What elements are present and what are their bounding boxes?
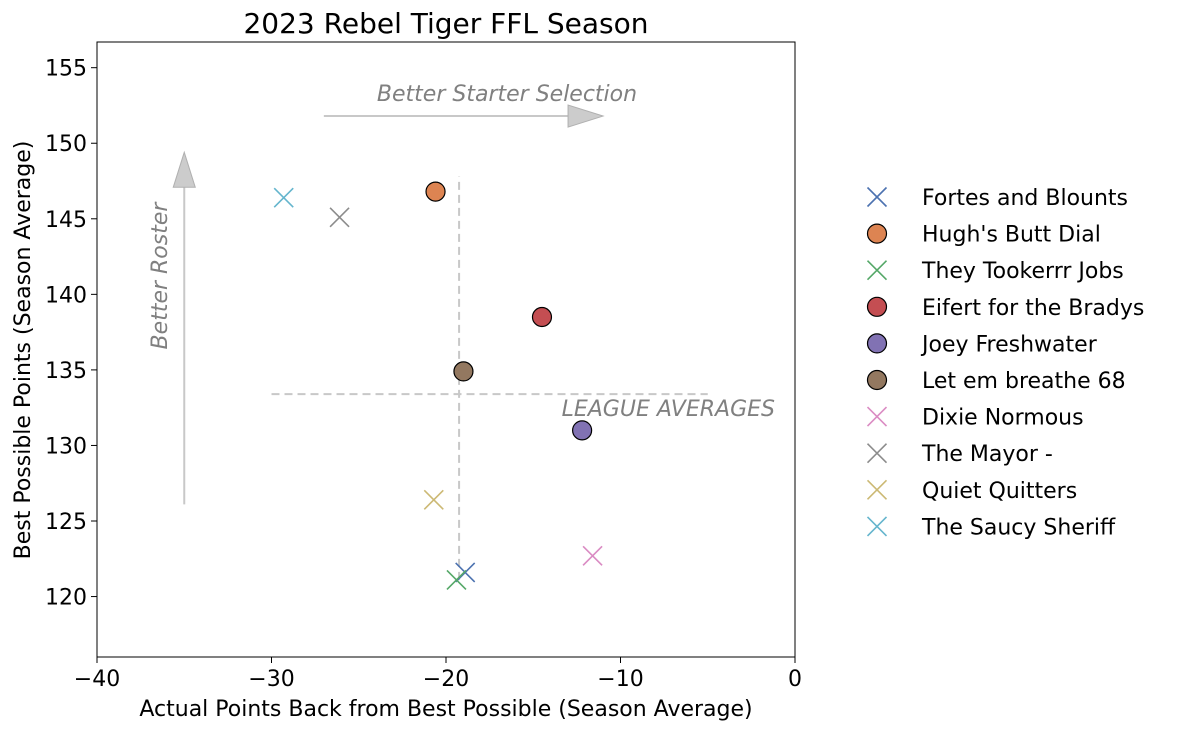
x-marker-stroke	[582, 545, 603, 566]
x-marker-stroke	[423, 489, 444, 510]
y-tick-label: 120	[45, 586, 87, 611]
legend-marker	[866, 223, 888, 244]
legend-marker	[866, 443, 888, 464]
annotation-better-starter: Better Starter Selection	[377, 82, 637, 107]
x-axis-label: Actual Points Back from Best Possible (S…	[139, 697, 752, 722]
legend-label: Quiet Quitters	[922, 479, 1077, 504]
data-point	[329, 207, 350, 228]
legend-label: Fortes and Blounts	[922, 186, 1128, 211]
data-point	[446, 569, 467, 591]
annotation-arrowhead	[172, 150, 196, 188]
legend-label: Hugh's Butt Dial	[922, 223, 1101, 248]
x-tick-label: −20	[423, 667, 469, 692]
x-marker-stroke	[866, 516, 888, 537]
data-point	[572, 420, 593, 441]
x-marker-stroke	[866, 479, 888, 500]
legend-label: Eifert for the Bradys	[922, 296, 1144, 321]
x-tick-label: 0	[788, 667, 802, 692]
x-marker-stroke	[866, 260, 888, 281]
league-averages-label: LEAGUE AVERAGES	[562, 397, 775, 422]
legend-marker	[866, 406, 888, 427]
legend-label: Let em breathe 68	[922, 369, 1126, 394]
legend-marker	[866, 333, 888, 354]
x-marker-stroke	[446, 569, 467, 591]
legend-label: Dixie Normous	[922, 406, 1084, 431]
y-tick-label: 135	[45, 359, 87, 384]
data-point	[425, 181, 446, 202]
legend: Fortes and Blounts Hugh's Butt Dial They T…	[866, 186, 1144, 540]
annotation-arrowhead	[567, 104, 605, 128]
data-point	[455, 562, 476, 583]
annotation-better-roster: Better Roster	[148, 201, 173, 350]
y-axis-label: Best Possible Points (Season Average)	[11, 141, 36, 560]
data-point	[273, 187, 294, 208]
legend-label: Joey Freshwater	[920, 332, 1098, 357]
data-point	[531, 306, 553, 328]
legend-marker	[866, 479, 888, 500]
x-tick-label: −10	[597, 667, 643, 692]
legend-marker	[866, 516, 888, 537]
legend-marker	[866, 369, 888, 391]
legend-marker	[866, 186, 888, 208]
y-tick-label: 130	[45, 434, 87, 459]
x-marker-stroke	[273, 187, 294, 208]
y-tick-label: 155	[45, 57, 87, 82]
x-marker-stroke	[866, 406, 888, 427]
x-tick-label: −30	[248, 667, 294, 692]
y-tick-label: 140	[45, 283, 87, 308]
legend-label: The Mayor -	[921, 442, 1053, 467]
data-point	[423, 489, 444, 510]
x-marker-stroke	[866, 443, 888, 464]
chart-title: 2023 Rebel Tiger FFL Season	[243, 7, 648, 40]
plot-frame	[96, 41, 796, 658]
legend-marker	[866, 296, 888, 317]
y-tick-label: 145	[45, 208, 87, 233]
x-marker-stroke	[329, 207, 350, 228]
y-tick-label: 150	[45, 132, 87, 157]
legend-marker	[866, 260, 888, 281]
data-point	[582, 545, 603, 566]
x-tick-label: −40	[74, 667, 120, 692]
legend-label: The Saucy Sheriff	[921, 515, 1116, 540]
x-marker-stroke	[455, 562, 476, 583]
x-marker-stroke	[866, 186, 888, 208]
data-point	[453, 361, 474, 382]
y-tick-label: 125	[45, 510, 87, 535]
legend-label: They Tookerrr Jobs	[921, 259, 1124, 284]
